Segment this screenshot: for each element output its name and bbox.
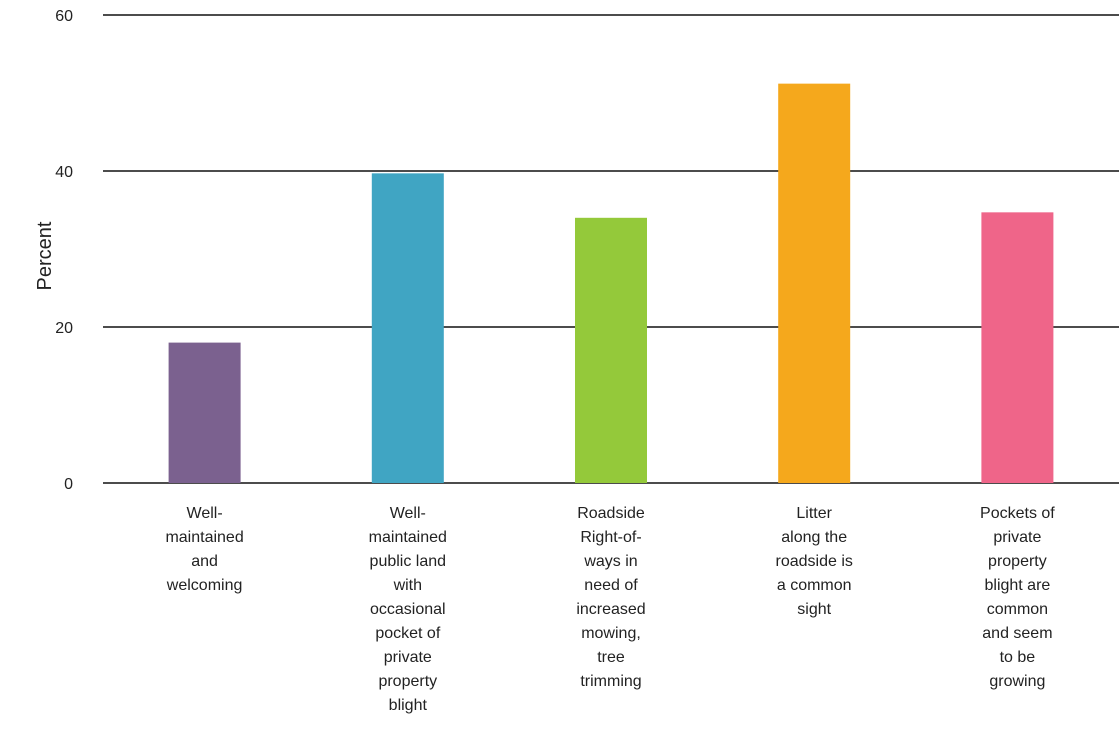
x-category-label: Pockets of private property blight are commo… <box>980 505 1055 690</box>
bar-3 <box>575 217 647 484</box>
bars <box>168 83 1054 484</box>
y-tick-label: 20 <box>55 320 73 337</box>
x-category-label: Litter along the roadside is a common sight <box>776 505 853 618</box>
bar-2 <box>371 173 444 483</box>
category-labels: Well-maintained and welcoming Well-maintain… <box>165 505 1055 714</box>
y-tick-label: 40 <box>55 164 73 181</box>
y-axis-title: Percent <box>34 221 56 290</box>
y-tick-label: 60 <box>55 8 73 25</box>
y-tick-label: 0 <box>64 476 73 493</box>
bar-1 <box>168 342 241 483</box>
x-category-label: Well-maintained public land with occasional… <box>369 505 447 714</box>
x-category-label: Well-maintained and welcoming <box>165 505 243 594</box>
y-tick-labels: 0 20 40 60 <box>55 8 73 493</box>
x-category-label: Roadside Right-of-ways in need of increased… <box>576 505 645 690</box>
bar-4 <box>778 83 851 483</box>
bar-5 <box>981 212 1054 483</box>
